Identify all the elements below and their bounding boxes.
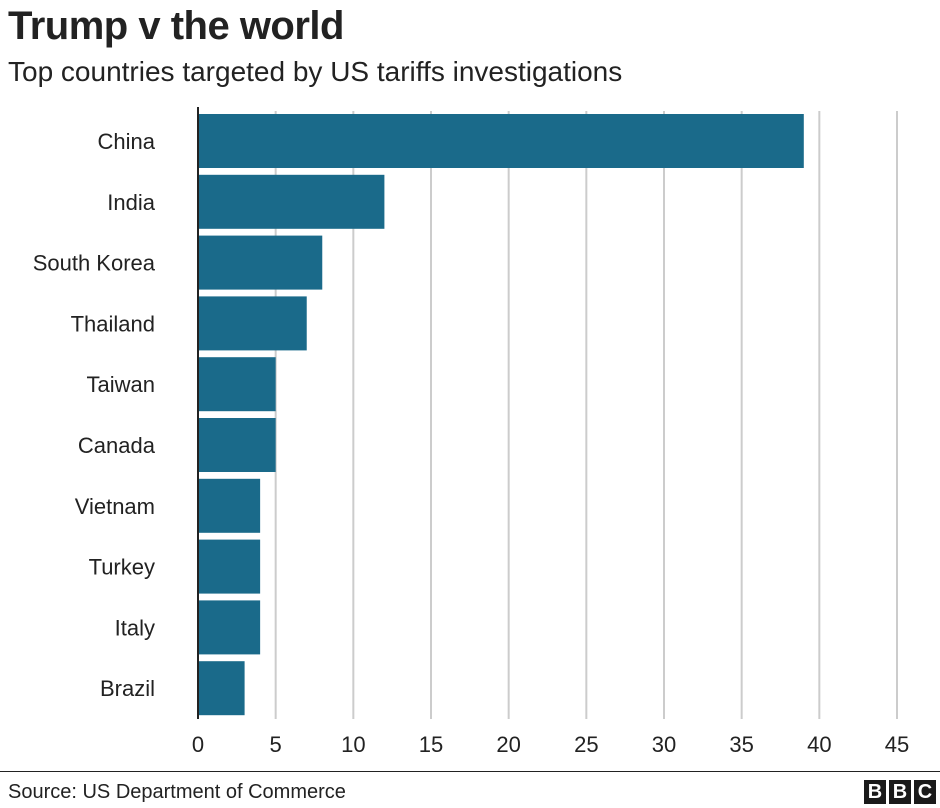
- logo-letter: B: [864, 780, 886, 804]
- chart-subtitle: Top countries targeted by US tariffs inv…: [8, 56, 623, 87]
- x-tick-labels: 0 5 10 15 20 25 30 35 40 45: [192, 732, 909, 757]
- bar: [198, 235, 323, 290]
- bar: [198, 478, 261, 533]
- bar: [198, 661, 245, 716]
- footer-divider: [0, 771, 940, 772]
- x-tick-label: 20: [496, 732, 520, 757]
- x-tick-label: 5: [270, 732, 282, 757]
- bar: [198, 114, 804, 168]
- chart-title: Trump v the world: [8, 4, 344, 48]
- category-label: Turkey: [89, 555, 155, 580]
- bars: [198, 114, 804, 716]
- category-label: Canada: [78, 433, 156, 458]
- bar: [198, 357, 276, 412]
- category-label: Taiwan: [87, 372, 155, 397]
- x-tick-label: 35: [729, 732, 753, 757]
- bar: [198, 418, 276, 472]
- category-labels: China India South Korea Thailand Taiwan Canad…: [33, 129, 156, 701]
- logo-letter: C: [914, 780, 936, 804]
- x-tick-label: 45: [885, 732, 909, 757]
- category-label: Vietnam: [75, 494, 155, 519]
- bbc-logo: B B C: [864, 780, 936, 804]
- category-label: Thailand: [71, 311, 155, 336]
- x-tick-label: 0: [192, 732, 204, 757]
- x-tick-label: 15: [419, 732, 443, 757]
- bar: [198, 539, 261, 594]
- category-label: Italy: [115, 615, 155, 640]
- x-tick-label: 10: [341, 732, 365, 757]
- bar: [198, 174, 385, 229]
- source-note: Source: US Department of Commerce: [8, 781, 346, 803]
- bar-chart: China India South Korea Thailand Taiwan Canad…: [33, 107, 909, 757]
- category-label: India: [107, 190, 155, 215]
- bar: [198, 296, 307, 351]
- logo-letter: B: [889, 780, 911, 804]
- x-tick-label: 40: [807, 732, 831, 757]
- x-tick-label: 30: [652, 732, 676, 757]
- category-label: South Korea: [33, 251, 156, 276]
- category-label: Brazil: [100, 676, 155, 701]
- bar: [198, 600, 261, 655]
- x-tick-label: 25: [574, 732, 598, 757]
- category-label: China: [98, 129, 156, 154]
